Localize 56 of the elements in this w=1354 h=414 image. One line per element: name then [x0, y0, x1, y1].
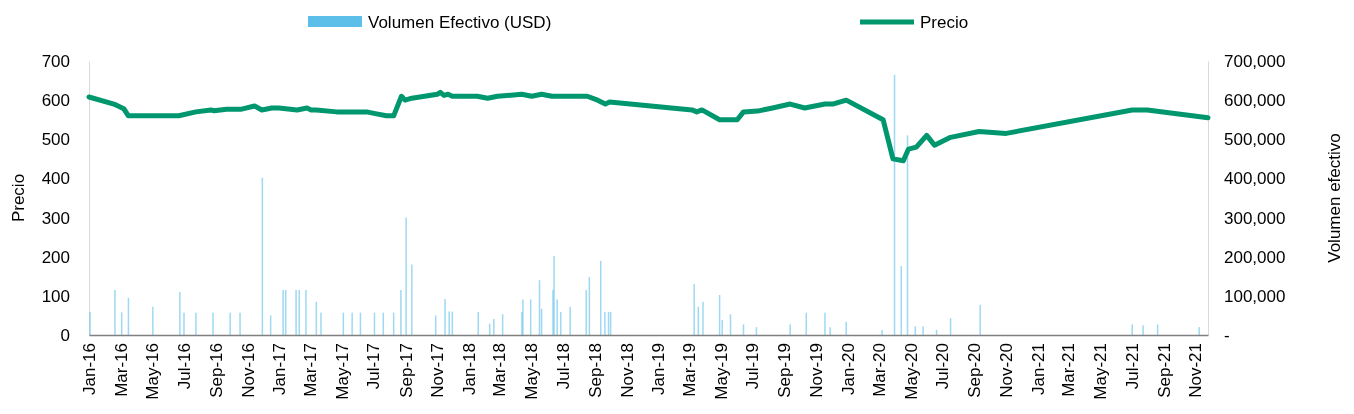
y-tick-label: 500 — [41, 130, 70, 150]
x-tick-label: Sep-21 — [1154, 343, 1174, 398]
legend-label: Precio — [920, 13, 969, 32]
x-tick-label: Mar-17 — [301, 343, 321, 397]
x-tick-label: Mar-16 — [111, 343, 131, 397]
x-tick-label: Sep-20 — [965, 343, 985, 398]
x-tick-label: Jan-17 — [270, 343, 290, 395]
x-tick-label: Jan-19 — [649, 343, 669, 395]
x-tick-label: Jul-19 — [743, 343, 763, 390]
y2-tick-label: 400,000 — [1224, 169, 1286, 189]
x-tick-label: May-18 — [522, 343, 542, 400]
y-tick-label: 700 — [41, 51, 70, 71]
x-tick-label: Nov-20 — [997, 343, 1017, 398]
x-tick-label: Jul-21 — [1122, 343, 1142, 390]
x-tick-label: Sep-16 — [207, 343, 227, 398]
x-tick-label: Jul-17 — [364, 343, 384, 390]
y-tick-label: 400 — [41, 169, 70, 189]
y-axis-title: Precio — [9, 173, 28, 223]
y-tick-label: 600 — [41, 91, 70, 111]
x-tick-label: May-20 — [901, 343, 921, 400]
x-tick-label: Nov-18 — [617, 343, 637, 398]
y2-tick-label: 100,000 — [1224, 286, 1286, 306]
y-tick-label: 300 — [41, 208, 70, 228]
x-tick-label: Sep-18 — [585, 343, 605, 398]
x-tick-label: May-16 — [143, 343, 163, 400]
y2-tick-label: - — [1224, 325, 1230, 345]
x-tick-label: May-19 — [711, 343, 731, 400]
x-tick-label: May-17 — [332, 343, 352, 400]
x-tick-label: May-21 — [1090, 343, 1110, 400]
y2-tick-label: 300,000 — [1224, 208, 1286, 228]
y2-tick-label: 500,000 — [1224, 130, 1286, 150]
x-tick-label: Mar-19 — [679, 343, 699, 397]
x-tick-label: Jul-18 — [553, 343, 573, 390]
y-tick-label: 100 — [41, 286, 70, 306]
x-tick-label: Jan-16 — [80, 343, 100, 395]
y2-axis-title: Volumen efectivo — [1325, 133, 1344, 263]
x-tick-label: Nov-19 — [807, 343, 827, 398]
x-tick-label: Jan-20 — [838, 343, 858, 395]
y-tick-label: 200 — [41, 247, 70, 267]
x-tick-label: Nov-21 — [1186, 343, 1206, 398]
x-tick-label: Mar-20 — [869, 343, 889, 397]
x-tick-label: Jul-16 — [174, 343, 194, 390]
legend-label: Volumen Efectivo (USD) — [368, 13, 552, 32]
x-tick-label: Sep-17 — [396, 343, 416, 398]
x-tick-label: Sep-19 — [775, 343, 795, 398]
x-tick-label: Jul-20 — [933, 343, 953, 390]
y-tick-label: 0 — [60, 325, 70, 345]
x-tick-label: Nov-17 — [428, 343, 448, 398]
y2-tick-label: 600,000 — [1224, 91, 1286, 111]
x-tick-label: Jan-18 — [459, 343, 479, 395]
x-tick-label: Jan-21 — [1028, 343, 1048, 395]
y2-tick-label: 200,000 — [1224, 247, 1286, 267]
x-tick-label: Nov-16 — [238, 343, 258, 398]
x-tick-label: Mar-18 — [490, 343, 510, 397]
y2-tick-label: 700,000 — [1224, 51, 1286, 71]
x-tick-label: Mar-21 — [1059, 343, 1079, 397]
